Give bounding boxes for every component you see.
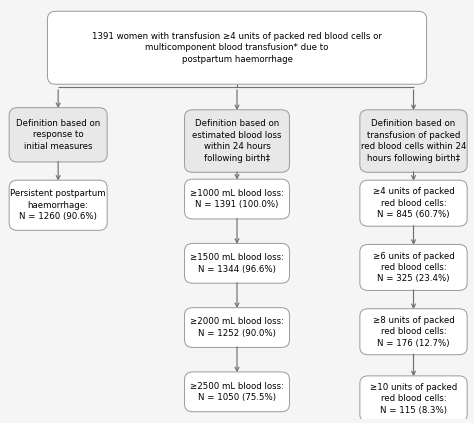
FancyBboxPatch shape [360,110,467,172]
Text: ≥10 units of packed
red blood cells:
N = 115 (8.3%): ≥10 units of packed red blood cells: N =… [370,383,457,415]
FancyBboxPatch shape [360,244,467,291]
Text: ≥1500 mL blood loss:
N = 1344 (96.6%): ≥1500 mL blood loss: N = 1344 (96.6%) [190,253,284,274]
FancyBboxPatch shape [184,243,290,283]
FancyBboxPatch shape [47,11,427,84]
Text: 1391 women with transfusion ≥4 units of packed red blood cells or
multicomponent: 1391 women with transfusion ≥4 units of … [92,32,382,64]
FancyBboxPatch shape [184,179,290,219]
FancyBboxPatch shape [9,180,107,231]
FancyBboxPatch shape [184,372,290,412]
Text: Definition based on
transfusion of packed
red blood cells within 24
hours follow: Definition based on transfusion of packe… [361,119,466,163]
Text: ≥4 units of packed
red blood cells:
N = 845 (60.7%): ≥4 units of packed red blood cells: N = … [373,187,455,219]
FancyBboxPatch shape [360,376,467,422]
Text: ≥2000 mL blood loss:
N = 1252 (90.0%): ≥2000 mL blood loss: N = 1252 (90.0%) [190,317,284,338]
FancyBboxPatch shape [184,110,290,172]
FancyBboxPatch shape [360,309,467,355]
FancyBboxPatch shape [9,108,107,162]
Text: Persistent postpartum
haemorrhage:
N = 1260 (90.6%): Persistent postpartum haemorrhage: N = 1… [10,190,106,221]
Text: Definition based on
estimated blood loss
within 24 hours
following birth‡: Definition based on estimated blood loss… [192,119,282,163]
Text: ≥6 units of packed
red blood cells:
N = 325 (23.4%): ≥6 units of packed red blood cells: N = … [373,252,455,283]
Text: ≥8 units of packed
red blood cells:
N = 176 (12.7%): ≥8 units of packed red blood cells: N = … [373,316,455,348]
Text: ≥2500 mL blood loss:
N = 1050 (75.5%): ≥2500 mL blood loss: N = 1050 (75.5%) [190,382,284,402]
FancyBboxPatch shape [184,308,290,347]
FancyBboxPatch shape [360,180,467,226]
Text: Definition based on
response to
initial measures: Definition based on response to initial … [16,119,100,151]
Text: ≥1000 mL blood loss:
N = 1391 (100.0%): ≥1000 mL blood loss: N = 1391 (100.0%) [190,189,284,209]
